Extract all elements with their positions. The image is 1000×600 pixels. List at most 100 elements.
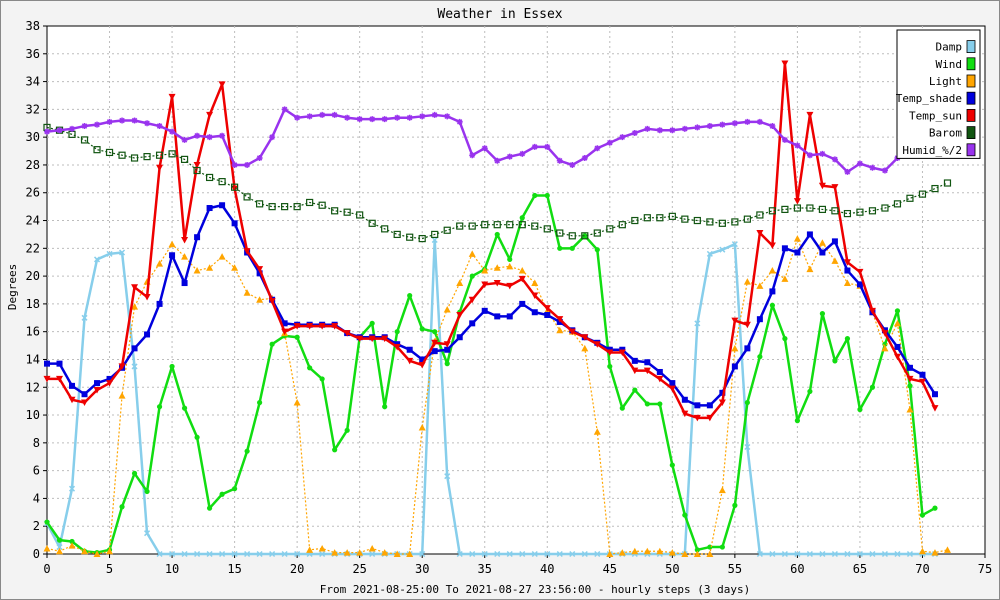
data-point <box>769 288 776 295</box>
data-point <box>669 462 675 468</box>
data-point <box>869 550 876 558</box>
data-point <box>556 229 564 237</box>
data-point <box>607 363 613 370</box>
data-point <box>281 328 289 336</box>
data-point <box>106 375 113 382</box>
data-point <box>318 323 326 330</box>
data-point <box>694 124 701 131</box>
data-point <box>781 205 789 214</box>
legend-swatch <box>966 143 976 157</box>
data-point <box>681 410 689 418</box>
x-tick-label: 10 <box>165 562 179 576</box>
series-wind <box>44 192 938 556</box>
data-point <box>531 309 538 316</box>
data-point <box>906 550 913 558</box>
data-point <box>681 396 688 403</box>
data-point <box>281 550 288 558</box>
data-point <box>806 231 813 238</box>
data-point <box>781 245 788 252</box>
data-point <box>569 245 575 251</box>
data-point <box>181 136 188 143</box>
data-point <box>293 323 301 330</box>
data-point <box>131 363 138 370</box>
data-point <box>619 134 626 141</box>
data-point <box>718 486 726 494</box>
data-point <box>131 470 138 477</box>
data-point <box>44 519 50 525</box>
data-point <box>56 360 63 367</box>
data-point <box>493 280 501 287</box>
y-tick-label: 14 <box>26 352 40 366</box>
y-tick-label: 10 <box>26 408 40 422</box>
data-point <box>744 345 751 352</box>
data-point <box>56 127 63 134</box>
data-point <box>168 93 176 101</box>
data-point <box>394 114 401 121</box>
data-point <box>906 194 914 202</box>
data-point <box>393 550 401 557</box>
data-point <box>206 205 213 212</box>
data-point <box>306 546 314 553</box>
data-point <box>130 154 139 162</box>
data-point <box>368 219 376 227</box>
data-point <box>406 550 414 557</box>
data-point <box>494 313 501 320</box>
data-point <box>269 550 276 558</box>
data-point <box>681 215 689 223</box>
data-point <box>807 388 813 395</box>
legend: Damp Wind Light Temp_shade Temp_sun Barom Humi… <box>896 29 981 159</box>
data-point <box>893 319 901 327</box>
data-point <box>456 550 463 558</box>
data-point <box>894 308 901 314</box>
data-point <box>306 323 314 330</box>
data-point <box>518 221 526 229</box>
data-point <box>156 164 164 172</box>
y-tick-label: 8 <box>33 436 40 450</box>
data-point <box>231 264 239 271</box>
y-tick-label: 2 <box>33 519 40 533</box>
legend-entry-label: Temp_shade <box>896 92 962 105</box>
data-point <box>856 268 864 276</box>
series-damp <box>43 236 939 558</box>
data-point <box>656 127 663 134</box>
data-point <box>144 488 150 495</box>
data-point <box>393 343 401 351</box>
data-point <box>731 317 739 325</box>
axes: 0 5 10 15 20 25 30 35 40 45 50 55 60 65 70 750246810121… <box>26 19 993 576</box>
data-point <box>218 253 226 260</box>
data-point <box>681 550 689 557</box>
data-point <box>394 329 400 335</box>
data-point <box>819 550 826 558</box>
data-point <box>719 389 726 396</box>
data-point <box>593 341 601 348</box>
data-point <box>456 334 463 341</box>
data-point <box>332 447 338 453</box>
data-point <box>105 148 114 157</box>
data-point <box>256 550 263 558</box>
data-point <box>506 282 514 290</box>
data-point <box>256 296 264 303</box>
data-point <box>756 316 763 323</box>
data-point <box>319 550 326 558</box>
data-point <box>657 401 663 407</box>
data-point <box>919 512 926 518</box>
data-point <box>744 118 751 125</box>
series-barom <box>43 123 952 243</box>
data-point <box>756 211 764 219</box>
data-point <box>531 550 538 558</box>
data-point <box>581 550 588 558</box>
data-point <box>594 247 600 253</box>
data-point <box>518 267 526 274</box>
data-point <box>594 145 601 152</box>
data-point <box>543 225 551 233</box>
data-point <box>407 292 413 299</box>
data-point <box>794 249 801 256</box>
data-point <box>706 550 714 557</box>
data-point <box>431 348 438 355</box>
legend-swatch <box>966 109 976 122</box>
data-point <box>206 111 214 119</box>
data-point <box>643 367 651 375</box>
data-point <box>493 221 501 229</box>
data-point <box>556 157 563 164</box>
data-point <box>793 198 801 205</box>
